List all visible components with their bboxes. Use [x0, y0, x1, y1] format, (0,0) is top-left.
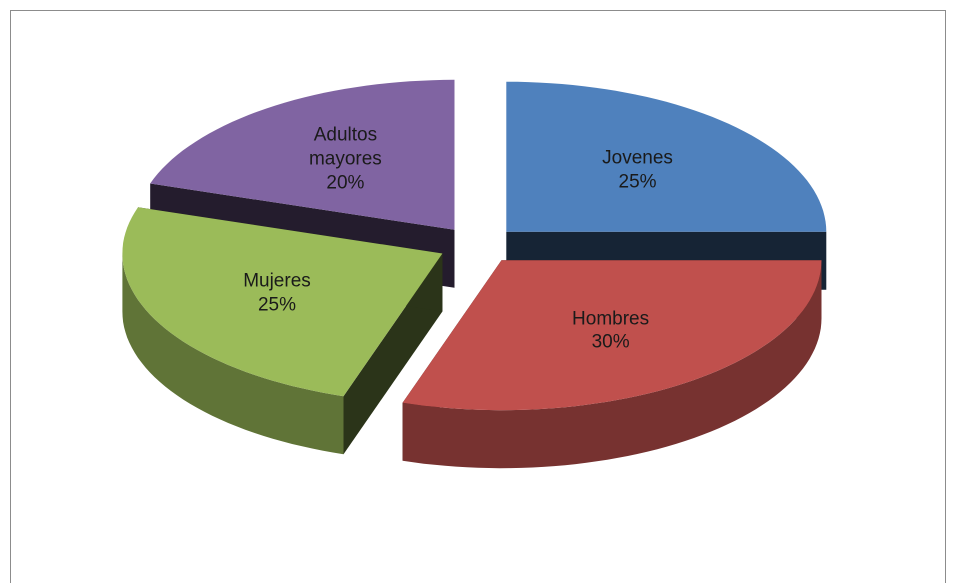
slice-top: [150, 79, 455, 230]
value-label: 30%: [591, 331, 630, 353]
slice-wall: [122, 253, 344, 455]
value-label: 25%: [257, 294, 296, 315]
category-label: Adultos mayores: [308, 124, 382, 170]
category-label: Mujeres: [243, 270, 311, 292]
data-label: Jovenes 25%: [588, 146, 688, 194]
slice-wall: [402, 260, 822, 469]
data-label: Mujeres 25%: [227, 269, 327, 317]
pie-slice: [402, 260, 822, 469]
category-label: Jovenes: [602, 147, 673, 169]
value-label: 20%: [326, 172, 365, 194]
value-label: 25%: [618, 171, 657, 193]
data-label: Hombres 30%: [561, 307, 661, 355]
chart-frame: [10, 10, 946, 583]
slice-top: [506, 81, 827, 232]
data-label: Adultos mayores 20%: [295, 124, 395, 195]
category-label: Hombres: [572, 307, 650, 329]
slice-top: [122, 207, 443, 397]
pie-slice: [122, 207, 443, 455]
slice-top: [402, 260, 822, 411]
